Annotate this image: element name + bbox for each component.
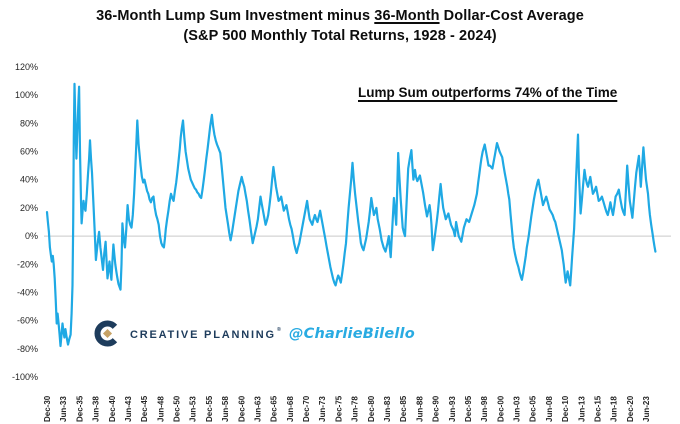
annotation-note: Lump Sum outperforms 74% of the Time: [358, 85, 618, 100]
y-tick-label: 120%: [15, 62, 38, 72]
x-tick-label: Dec-65: [270, 395, 279, 422]
title-underlined-term: 36-Month: [374, 8, 440, 24]
x-tick-label: Jun-58: [221, 396, 230, 422]
x-tick-label: Dec-40: [108, 395, 117, 422]
x-tick-label: Jun-33: [59, 396, 68, 422]
x-tick-label: Dec-30: [43, 395, 52, 422]
x-tick-label: Dec-10: [561, 395, 570, 422]
y-tick-label: 40%: [20, 175, 38, 185]
x-tick-label: Jun-83: [383, 396, 392, 422]
x-tick-label: Dec-20: [626, 395, 635, 422]
x-tick-label: Dec-55: [205, 395, 214, 422]
x-tick-label: Jun-88: [415, 396, 424, 422]
x-tick-label: Dec-00: [496, 395, 505, 422]
x-tick-label: Dec-95: [464, 395, 473, 422]
trademark-mark: ®: [276, 326, 281, 333]
x-tick-label: Jun-78: [351, 396, 360, 422]
y-tick-label: 60%: [20, 147, 38, 157]
x-tick-label: Jun-03: [513, 396, 522, 422]
x-tick-label: Jun-18: [610, 396, 619, 422]
y-tick-label: -80%: [17, 344, 38, 354]
logo-wordmark-text: CREATIVE PLANNING: [130, 328, 276, 341]
y-tick-label: 0%: [25, 231, 38, 241]
y-tick-label: -60%: [17, 316, 38, 326]
x-tick-label: Dec-60: [237, 395, 246, 422]
y-tick-label: -100%: [12, 372, 38, 382]
x-tick-label: Dec-05: [529, 395, 538, 422]
page-title: 36-Month Lump Sum Investment minus 36-Mo…: [0, 7, 680, 46]
logo-c-arc: [94, 320, 118, 347]
series-line: [45, 82, 657, 348]
x-tick-label: Jun-93: [448, 396, 457, 422]
x-tick-label: Jun-73: [318, 396, 327, 422]
x-tick-label: Dec-35: [75, 395, 84, 422]
y-tick-label: -40%: [17, 288, 38, 298]
x-tick-label: Jun-13: [577, 396, 586, 422]
x-tick-label: Jun-23: [642, 396, 651, 422]
x-tick-label: Dec-70: [302, 395, 311, 422]
x-tick-label: Jun-98: [480, 396, 489, 422]
x-tick-label: Jun-38: [92, 396, 101, 422]
title-line-1: 36-Month Lump Sum Investment minus 36-Mo…: [0, 7, 680, 27]
logo-gold-diamond: [102, 328, 113, 339]
x-tick-label: Dec-45: [140, 395, 149, 422]
logo-c-icon: [94, 320, 118, 347]
y-tick-label: -20%: [17, 259, 38, 269]
x-tick-label: Dec-90: [432, 395, 441, 422]
x-tick-label: Dec-80: [367, 395, 376, 422]
y-tick-label: 80%: [20, 118, 38, 128]
x-tick-label: Jun-53: [189, 396, 198, 422]
x-tick-label: Jun-68: [286, 396, 295, 422]
x-tick-label: Dec-75: [334, 395, 343, 422]
x-tick-label: Dec-50: [173, 395, 182, 422]
chart-subtitle: (S&P 500 Monthly Total Returns, 1928 - 2…: [183, 27, 497, 44]
creative-planning-logo: CREATIVE PLANNING® @CharlieBilello: [94, 320, 415, 347]
x-tick-label: Jun-08: [545, 396, 554, 422]
x-tick-label: Jun-43: [124, 396, 133, 422]
x-tick-label: Jun-63: [254, 396, 263, 422]
title-prefix: 36-Month Lump Sum Investment minus: [96, 8, 375, 24]
y-tick-label: 100%: [15, 90, 38, 100]
title-suffix: Dollar-Cost Average: [439, 8, 584, 24]
author-handle: @CharlieBilello: [288, 325, 415, 342]
logo-wordmark: CREATIVE PLANNING®: [130, 327, 281, 341]
x-tick-label: Dec-15: [594, 395, 603, 422]
y-tick-label: 20%: [20, 203, 38, 213]
x-tick-label: Jun-48: [156, 396, 165, 422]
x-tick-label: Dec-85: [399, 395, 408, 422]
